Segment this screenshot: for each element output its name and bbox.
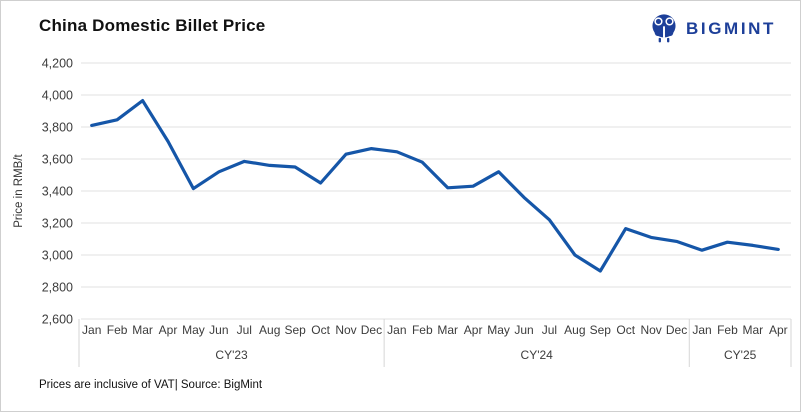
y-tick-labels: 2,600 2,800 3,000 3,200 3,400 3,600 3,800 4,000…	[42, 57, 73, 327]
svg-text:Jan: Jan	[387, 323, 406, 337]
bigmint-people-icon	[648, 12, 680, 46]
source-note: Prices are inclusive of VAT| Source: Big…	[39, 379, 263, 391]
svg-text:2,800: 2,800	[42, 281, 73, 295]
svg-text:3,000: 3,000	[42, 249, 73, 263]
svg-text:Feb: Feb	[717, 323, 738, 337]
svg-text:Dec: Dec	[666, 323, 687, 337]
svg-text:Sep: Sep	[284, 323, 306, 337]
price-line	[90, 98, 780, 273]
svg-text:Feb: Feb	[412, 323, 433, 337]
svg-text:Nov: Nov	[640, 323, 661, 337]
svg-text:Apr: Apr	[464, 323, 483, 337]
svg-text:Nov: Nov	[335, 323, 356, 337]
svg-text:Mar: Mar	[132, 323, 153, 337]
svg-text:2,600: 2,600	[42, 313, 73, 327]
svg-text:4,200: 4,200	[42, 57, 73, 71]
svg-text:Apr: Apr	[769, 323, 788, 337]
y-gridlines	[81, 62, 791, 320]
svg-text:Feb: Feb	[107, 323, 128, 337]
x-year-labels: CY'23 CY'24 CY'25	[215, 348, 756, 362]
svg-text:Aug: Aug	[564, 323, 585, 337]
x-month-labels: Jan Feb Mar Apr May Jun Jul Aug Sep Oct Nov Dec Jan F…	[82, 323, 788, 337]
svg-text:CY'25: CY'25	[724, 348, 757, 362]
svg-text:Jun: Jun	[209, 323, 228, 337]
svg-text:Mar: Mar	[743, 323, 764, 337]
svg-text:CY'24: CY'24	[521, 348, 554, 362]
svg-text:4,000: 4,000	[42, 89, 73, 103]
y-axis-title: Price in RMB/t	[13, 154, 25, 228]
bigmint-logo: BIGMINT	[648, 12, 776, 46]
svg-text:3,200: 3,200	[42, 217, 73, 231]
year-separators	[78, 319, 792, 367]
svg-text:Mar: Mar	[437, 323, 458, 337]
svg-text:CY'23: CY'23	[215, 348, 248, 362]
svg-text:Aug: Aug	[259, 323, 280, 337]
svg-text:Oct: Oct	[311, 323, 330, 337]
bigmint-wordmark: BIGMINT	[686, 19, 776, 38]
svg-text:Oct: Oct	[616, 323, 635, 337]
svg-text:Jul: Jul	[542, 323, 557, 337]
svg-text:May: May	[182, 323, 205, 337]
svg-text:Jan: Jan	[692, 323, 711, 337]
svg-text:Jul: Jul	[237, 323, 252, 337]
svg-text:3,600: 3,600	[42, 153, 73, 167]
svg-text:Jun: Jun	[514, 323, 533, 337]
svg-text:Dec: Dec	[361, 323, 382, 337]
svg-text:3,800: 3,800	[42, 121, 73, 135]
svg-text:3,400: 3,400	[42, 185, 73, 199]
svg-text:Jan: Jan	[82, 323, 101, 337]
svg-text:Apr: Apr	[159, 323, 178, 337]
page-title: China Domestic Billet Price	[39, 16, 266, 35]
svg-text:Sep: Sep	[590, 323, 612, 337]
svg-text:May: May	[487, 323, 510, 337]
